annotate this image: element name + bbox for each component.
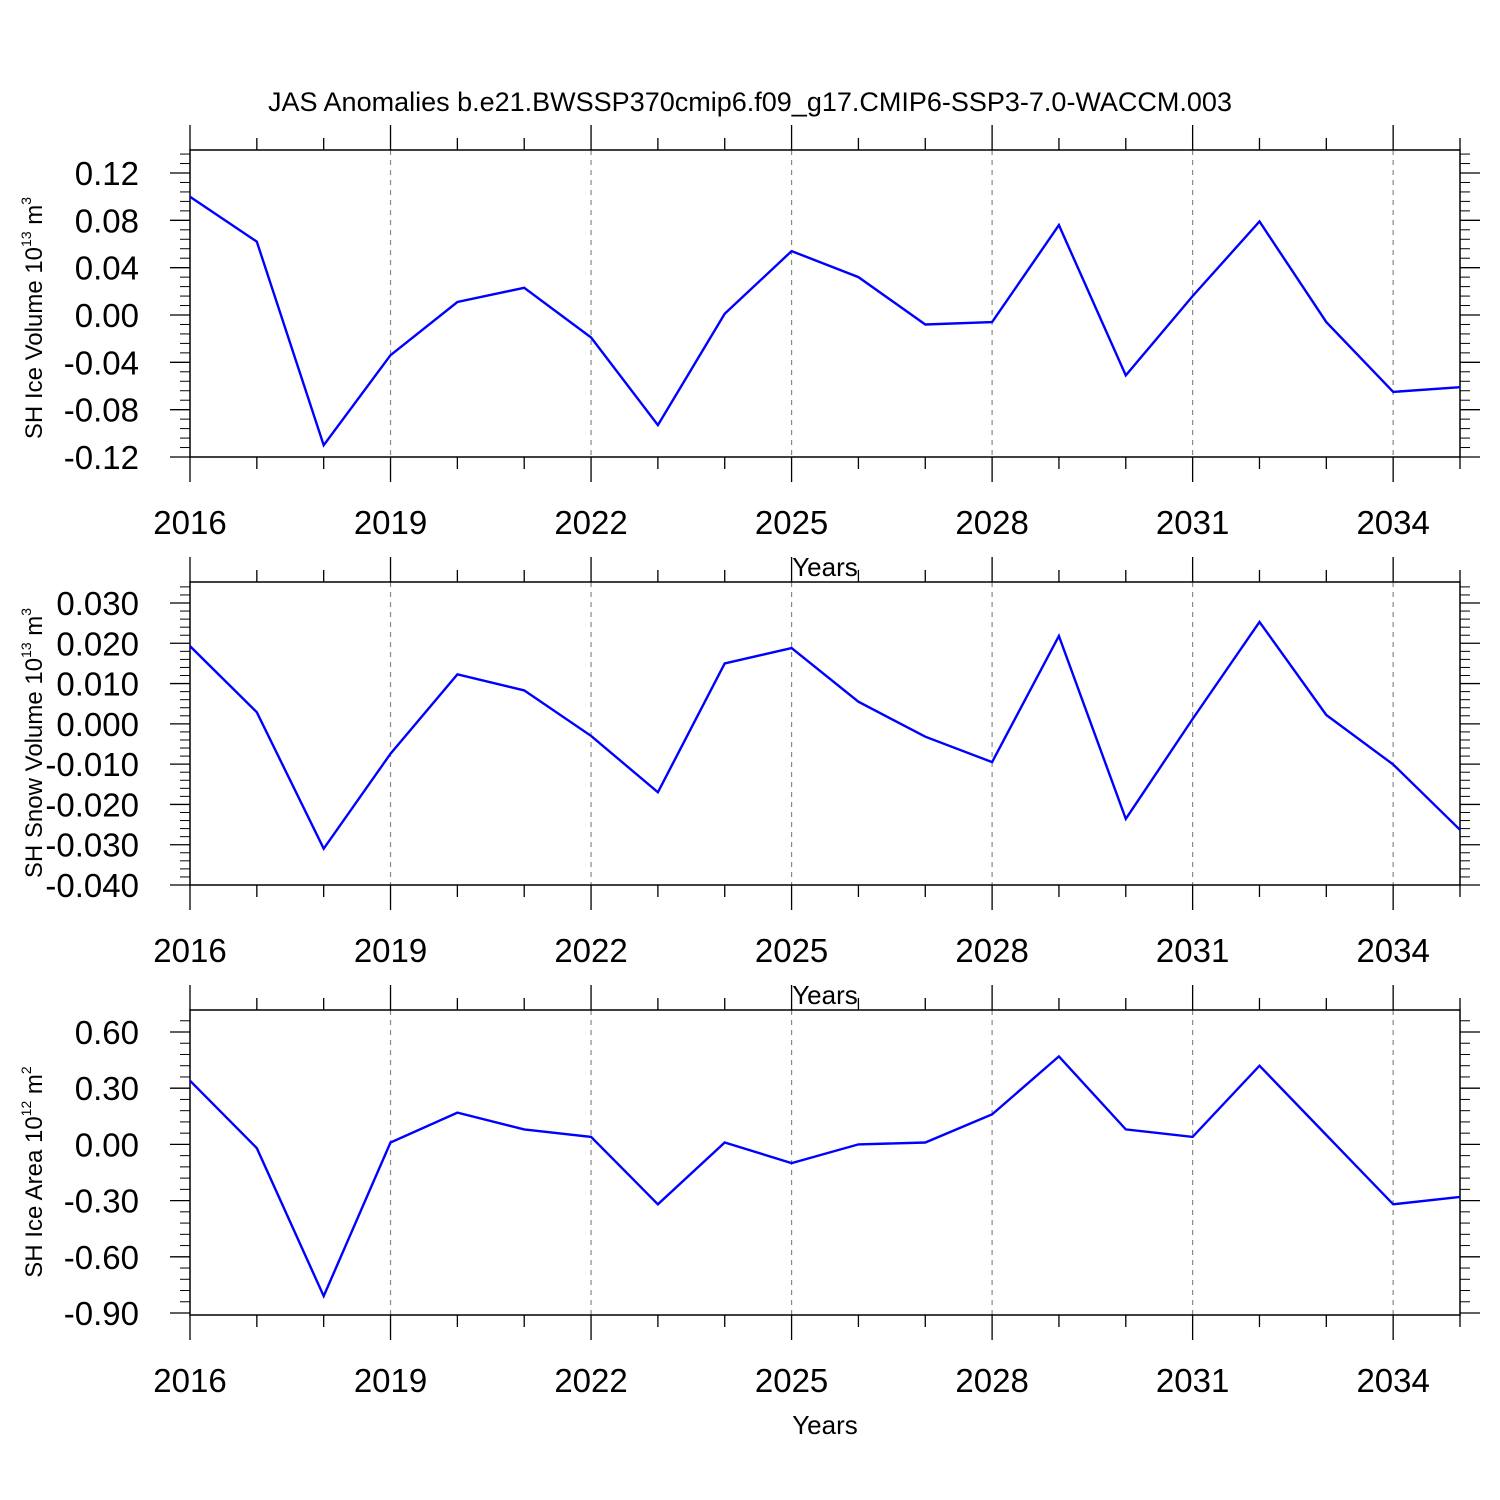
panel-1: 0.12 0.08 0.04 0.00 -0.04 -0.08 -0.12 2016 2019 2… (18, 125, 1480, 582)
x-tick-label: 2022 (554, 1362, 627, 1399)
x-axis-label: Years (792, 980, 858, 1010)
y-tick-label: -0.020 (45, 786, 139, 823)
y-tick-label: 0.60 (75, 1014, 139, 1051)
y-tick-label: 0.30 (75, 1070, 139, 1107)
x-tick-label: 2028 (955, 932, 1028, 969)
y-tick-label: 0.030 (56, 585, 139, 622)
x-tick-label: 2025 (755, 1362, 828, 1399)
y-tick-label: 0.04 (75, 250, 139, 287)
y-tick-label: -0.12 (64, 439, 139, 476)
y-tick-label: 0.010 (56, 666, 139, 703)
x-axis-label: Years (792, 552, 858, 582)
y-axis-label-unit-exponent: 2 (18, 1066, 34, 1074)
y-tick-label: -0.04 (64, 344, 139, 381)
x-tick-label: 2022 (554, 932, 627, 969)
y-axis-label-text: SH Ice Area 10 (21, 1116, 48, 1277)
y-tick-label: -0.08 (64, 392, 139, 429)
y-tick-label: 0.00 (75, 1126, 139, 1163)
y-axis-label: SH Ice Volume 1013 m3 (18, 197, 48, 439)
y-axis-label-unit: m (21, 1074, 48, 1101)
y-axis-label-text: SH Ice Volume 10 (21, 247, 48, 439)
chart-title: JAS Anomalies b.e21.BWSSP370cmip6.f09_g1… (268, 87, 1232, 117)
x-tick-label: 2019 (354, 504, 427, 541)
plot-frame (189, 149, 1461, 458)
x-tick-label: 2016 (153, 1362, 226, 1399)
plot-frame (189, 1009, 1461, 1316)
y-tick-label: -0.030 (45, 827, 139, 864)
y-axis-label-unit-exponent: 3 (18, 197, 34, 205)
y-tick-label: 0.020 (56, 625, 139, 662)
y-tick-label: -0.040 (45, 867, 139, 904)
chart-panels: 0.12 0.08 0.04 0.00 -0.04 -0.08 -0.12 2016 2019 2… (18, 125, 1480, 1440)
x-tick-label: 2034 (1356, 932, 1429, 969)
x-tick-label: 2016 (153, 504, 226, 541)
x-tick-label: 2031 (1156, 504, 1229, 541)
x-tick-label: 2028 (955, 504, 1028, 541)
y-tick-label: -0.30 (64, 1183, 139, 1220)
x-tick-label: 2031 (1156, 1362, 1229, 1399)
x-tick-label: 2019 (354, 1362, 427, 1399)
x-tick-label: 2022 (554, 504, 627, 541)
y-axis-label: SH Snow Volume 1013 m3 (18, 608, 48, 878)
y-axis-label-text: SH Snow Volume 10 (21, 658, 48, 878)
y-tick-label: -0.60 (64, 1239, 139, 1276)
y-tick-label: 0.000 (56, 706, 139, 743)
panel-3: 0.60 0.30 0.00 -0.30 -0.60 -0.90 2016 2019 2022 2… (18, 985, 1480, 1440)
x-tick-label: 2031 (1156, 932, 1229, 969)
series-line (189, 619, 1461, 852)
series-line (189, 1054, 1461, 1300)
series-line (189, 195, 1461, 448)
y-tick-label: 0.12 (75, 155, 139, 192)
y-axis-label-exponent: 13 (18, 231, 34, 247)
x-tick-label: 2034 (1356, 504, 1429, 541)
y-axis-label-unit: m (21, 205, 48, 232)
y-axis-label-unit: m (21, 616, 48, 643)
y-axis-label-exponent: 12 (18, 1101, 34, 1117)
x-tick-label: 2034 (1356, 1362, 1429, 1399)
x-axis-label: Years (792, 1410, 858, 1440)
x-tick-label: 2016 (153, 932, 226, 969)
y-axis-label: SH Ice Area 1012 m2 (18, 1066, 48, 1278)
plot-frame (189, 581, 1461, 886)
y-axis-label-unit-exponent: 3 (18, 608, 34, 616)
x-tick-label: 2019 (354, 932, 427, 969)
x-tick-label: 2028 (955, 1362, 1028, 1399)
y-tick-label: 0.00 (75, 297, 139, 334)
x-tick-label: 2025 (755, 932, 828, 969)
y-axis-label-exponent: 13 (18, 642, 34, 658)
y-tick-label: -0.010 (45, 746, 139, 783)
y-tick-label: -0.90 (64, 1295, 139, 1332)
x-tick-label: 2025 (755, 504, 828, 541)
y-tick-label: 0.08 (75, 202, 139, 239)
